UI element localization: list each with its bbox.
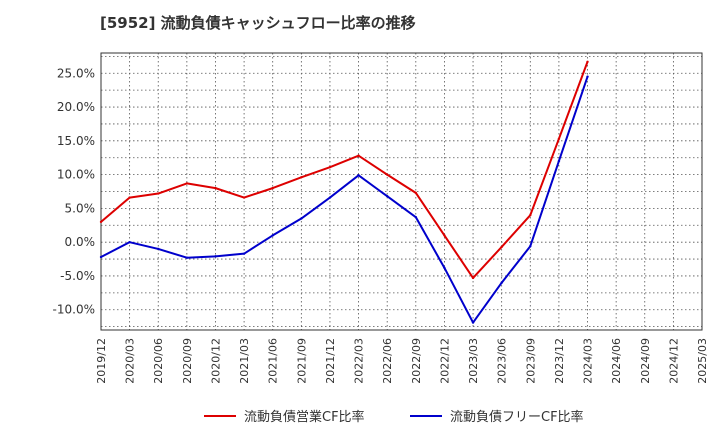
x-tick-label: 2020/12 [209,338,222,384]
series-1-point [471,276,475,280]
series-line-2 [100,76,589,324]
x-tick-label: 2019/12 [95,338,108,384]
series-1-point [271,186,274,190]
x-tick-label: 2023/03 [467,338,480,384]
series-1-point [586,60,589,63]
series-2-point [471,321,475,324]
series-layer [99,60,589,324]
x-tick-label: 2021/03 [238,338,251,384]
x-tick-label: 2023/06 [496,338,509,384]
x-tick-label: 2024/09 [639,338,652,384]
x-tick-label: 2023/09 [524,338,537,384]
series-2-point [586,75,589,78]
series-2-point [99,255,103,259]
series-1-point [500,245,503,249]
series-1-point [443,234,446,237]
x-tick-label: 2022/03 [353,338,366,384]
y-tick-label: 5.0% [65,201,96,215]
series-2-point [185,256,189,259]
x-tick-label: 2023/12 [553,338,566,384]
series-2-point [157,247,160,251]
y-tick-label: 25.0% [57,66,95,80]
series-1-point [242,196,246,199]
series-1-point [128,196,131,199]
grid-layer [100,53,703,330]
series-2-point [414,215,418,219]
series-1-point [385,173,389,176]
x-tick-label: 2020/03 [124,338,137,384]
x-tick-label: 2020/06 [152,338,165,384]
series-2-point [385,195,389,198]
series-1-point [557,137,561,141]
x-tick-label: 2021/09 [295,338,308,384]
series-1-point [328,165,332,169]
x-tick-label: 2025/03 [696,338,709,384]
x-tick-label: 2021/06 [267,338,280,384]
x-tick-label: 2024/03 [582,338,595,384]
y-tick-label: 20.0% [57,100,95,114]
series-2-point [500,281,503,284]
y-tick-label: -5.0% [60,269,95,283]
series-line-1 [100,61,589,279]
series-2-point [328,196,332,199]
series-1-point [300,176,303,179]
y-tick-label: 10.0% [57,168,95,182]
series-2-point [443,266,446,270]
x-tick-label: 2024/12 [667,338,680,384]
series-2-point [529,245,532,248]
y-tick-label: 15.0% [57,134,95,148]
x-tick-label: 2024/06 [610,338,623,384]
plot-border [100,52,703,331]
chart-title: [5952] 流動負債キャッシュフロー比率の推移 [100,14,416,32]
series-2-point [214,255,217,258]
x-tick-label: 2022/06 [381,338,394,384]
series-1-point [214,186,217,190]
series-2-point [357,174,360,177]
series-1-point [357,154,360,157]
series-1-point [529,213,532,217]
series-2-point [300,217,303,220]
x-tick-label: 2022/09 [410,338,423,384]
x-tick-label: 2020/09 [181,338,194,384]
x-tick-label: 2021/12 [324,338,337,384]
x-tick-label: 2022/12 [438,338,451,384]
series-2-point [271,234,274,237]
series-1-point [99,220,103,224]
legend: 流動負債営業CF比率 流動負債フリーCF比率 [204,409,584,425]
series-2-point [128,240,131,244]
y-tick-label: 0.0% [65,235,96,249]
series-1-point [157,192,160,195]
series-2-point [242,252,246,255]
series-1-point [185,182,189,185]
legend-label-1: 流動負債営業CF比率 [244,409,365,425]
y-tick-label: -10.0% [53,303,95,317]
series-1-point [414,191,418,195]
series-2-point [557,159,561,163]
legend-label-2: 流動負債フリーCF比率 [450,409,584,425]
axis-layer: -10.0% -5.0% 0.0% 5.0% 10.0% 15.0% 20.0% 25.0% 2… [53,52,709,384]
